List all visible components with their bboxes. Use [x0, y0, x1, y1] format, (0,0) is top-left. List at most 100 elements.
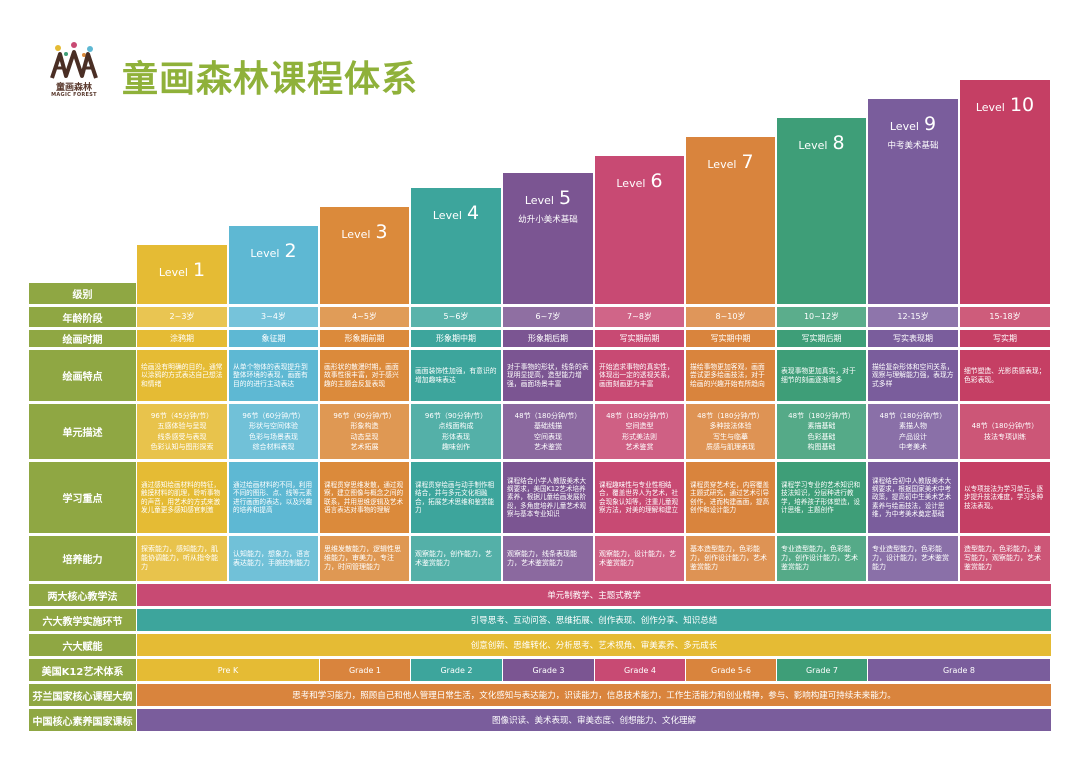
- level-block-8: Level 8: [777, 118, 866, 283]
- age-cell: 15-18岁: [960, 307, 1050, 327]
- units-item: 艺术拓展: [350, 443, 379, 451]
- level-block-9: Level 9 中考美术基础: [868, 99, 958, 283]
- features-cell: 描绘事物更加客观，画面尝试更多绘画技法，对于绘画的兴趣开始有所趋向: [686, 350, 775, 401]
- level-row-cell: [868, 283, 958, 304]
- features-cell: 绘画没有明确的目的，通常以涂鸦的方式表达自己想法和情绪: [137, 350, 227, 401]
- period-cell: 写实期前期: [595, 330, 684, 347]
- row-label-features: 绘画特点: [29, 350, 136, 401]
- core_methods-banner: 单元制教学、主题式教学: [137, 584, 1051, 606]
- level-word: Level: [616, 177, 646, 190]
- level-block-3: Level 3: [320, 207, 409, 283]
- units-item: 点线面构成: [438, 422, 474, 430]
- level-title: Level 8: [777, 132, 866, 154]
- level-number: 1: [193, 259, 206, 281]
- abilities-cell: 观察能力，线条表现能力，艺术鉴赏能力: [503, 536, 593, 581]
- row-label-level: 级别: [29, 283, 136, 304]
- level-subtitle: 幼升小美术基础: [518, 215, 578, 225]
- units-item: 形体表现: [442, 432, 470, 441]
- features-cell: 开始追求事物的真实性，体现出一定的透视关系，画面刻画更为丰富: [595, 350, 684, 401]
- units-item: 线条感受与表现: [157, 432, 207, 441]
- level-title: Level 4: [411, 202, 501, 224]
- level-word: Level: [889, 120, 919, 133]
- row-label-k12: 美国K12艺术体系: [29, 659, 136, 681]
- units-item: 48节（180分钟/节）: [606, 411, 673, 420]
- level-row-cell: [686, 283, 775, 304]
- row-label-age: 年龄阶段: [29, 307, 136, 327]
- abilities-cell: 专业造型能力，色彩能力，设计能力，艺术鉴赏能力: [868, 536, 958, 581]
- focus-cell: 通过绘画材料的不同，利用不同的图形、点、线等元素进行画面的表达，以及兴趣的培养和…: [229, 462, 318, 533]
- units-item: 多种技法体验: [709, 422, 752, 430]
- level-row-cell: [137, 283, 227, 304]
- level-title: Level 3: [320, 221, 409, 243]
- units-cell: 48节（180分钟/节） 空间造型 形式美法则 艺术鉴赏: [595, 404, 684, 459]
- period-cell: 写实表现期: [868, 330, 958, 347]
- k12-grade-cell: Grade 4: [595, 659, 685, 681]
- features-cell: 画形状的散漫时期，画面故事性很丰富，对于感兴趣的主题会反复表现: [320, 350, 409, 401]
- units-item: 综合材料表现: [252, 443, 295, 451]
- abilities-cell: 观察能力，创作能力，艺术鉴赏能力: [411, 536, 501, 581]
- level-title: Level 6: [595, 170, 684, 192]
- features-cell: 从单个物体的表现提升到整体环境的表现，画面有目的的进行主动表达: [229, 350, 318, 401]
- level-word: Level: [975, 101, 1005, 114]
- level-number: 9: [924, 113, 937, 135]
- features-cell: 细节塑造、光影质感表现；色彩表现。: [960, 350, 1050, 401]
- level-subtitle: 中考美术基础: [887, 141, 939, 151]
- level-number: 2: [284, 240, 297, 262]
- row-label-china: 中国核心素养国家课标: [29, 709, 136, 731]
- level-word: Level: [524, 194, 554, 207]
- focus-cell: 课程结合小学人教版美术大纲要求，美国K12艺术培养素养，根据儿童绘画发展阶段，多…: [503, 462, 593, 533]
- page-title: 童画森林课程体系: [122, 59, 419, 100]
- period-cell: 写实期: [960, 330, 1050, 347]
- level-block-7: Level 7: [686, 137, 775, 283]
- focus-cell: 课程贯穿艺术史，内容覆盖主题式研究，通过艺术引导创作，进而构建画面，提高创作和设…: [686, 462, 775, 533]
- units-cell: 48节（180分钟/节） 素描基础 色彩基础 构图基础: [777, 404, 866, 459]
- units-item: 96节（60分钟/节）: [242, 411, 305, 420]
- units-cell: 96节（60分钟/节） 形状与空间体验 色彩与场景表现 综合材料表现: [229, 404, 318, 459]
- units-item: 中考美术: [899, 443, 927, 451]
- features-cell: 对于事物的形状，线条的表现明显提高，造型能力增强，画面场景丰富: [503, 350, 593, 401]
- abilities-cell: 专业造型能力，色彩能力，创作设计能力，艺术鉴赏能力: [777, 536, 866, 581]
- level-title: Level 5: [503, 187, 593, 209]
- units-item: 色彩基础: [807, 432, 836, 441]
- finland-banner: 思考和学习能力，照顾自己和他人管理日常生活，文化感知与表达能力，识读能力，信息技…: [137, 684, 1051, 706]
- units-item: 构图基础: [807, 443, 836, 451]
- features-cell: 表现事物更加真实，对于细节的刻画逐渐增多: [777, 350, 866, 401]
- focus-cell: 通过感知绘画材料的特征，触摸材料的肌理，聆听事物的声音，用艺术的方式来激发儿童更…: [137, 462, 227, 533]
- row-label-finland: 芬兰国家核心课程大纲: [29, 684, 136, 706]
- features-cell: 画面装饰性加强，有意识的增加趣味表达: [411, 350, 501, 401]
- units-cell: 48节（180分钟/节） 多种技法体验 写生与临摹 质感与肌理表现: [686, 404, 775, 459]
- level-title: Level 7: [686, 151, 775, 173]
- level-number: 3: [375, 221, 388, 243]
- row-label-core_methods: 两大核心教学法: [29, 584, 136, 606]
- level-title: Level 2: [229, 240, 318, 262]
- k12-grade-cell: Grade 3: [503, 659, 594, 681]
- abilities-cell: 造型能力，色彩能力，速写能力，观察能力，艺术鉴赏能力: [960, 536, 1050, 581]
- china-banner: 图像识读、美术表现、审美态度、创想能力、文化理解: [137, 709, 1051, 731]
- level-word: Level: [707, 158, 737, 171]
- units-item: 48节（180分钟/节）: [788, 411, 855, 420]
- k12-grade-cell: Grade 5-6: [686, 659, 776, 681]
- units-item: 空间造型: [625, 422, 654, 430]
- level-block-5: Level 5 幼升小美术基础: [503, 173, 593, 283]
- abilities-cell: 探索能力，感知能力，肌能协调能力，听从指令能力: [137, 536, 227, 581]
- abilities-cell: 基本造型能力，色彩能力，创作设计能力，艺术鉴赏能力: [686, 536, 775, 581]
- units-cell: 96节（90分钟/节） 点线面构成 形体表现 趣味创作: [411, 404, 501, 459]
- units-cell: 48节（180分钟/节） 基础线描 空间表现 艺术鉴赏: [503, 404, 593, 459]
- level-block-2: Level 2: [229, 226, 318, 283]
- age-cell: 7~8岁: [595, 307, 684, 327]
- level-number: 6: [650, 170, 663, 192]
- age-cell: 4~5岁: [320, 307, 409, 327]
- level-number: 8: [832, 132, 845, 154]
- period-cell: 形象期中期: [411, 330, 501, 347]
- focus-cell: 以专项技法为学习单元，逐步提升技法难度，学习多种技法表现。: [960, 462, 1050, 533]
- k12-grade-cell: Grade 7: [777, 659, 867, 681]
- level-block-1: Level 1: [137, 245, 227, 283]
- units-item: 产品设计: [899, 432, 927, 441]
- units-item: 形式美法则: [622, 432, 657, 441]
- level-word: Level: [432, 209, 462, 222]
- row-label-abilities: 培养能力: [29, 536, 136, 581]
- age-cell: 2~3岁: [137, 307, 227, 327]
- level-number: 7: [741, 151, 754, 173]
- level-word: Level: [798, 139, 828, 152]
- units-cell: 48节（180分钟/节） 素描人物 产品设计 中考美术: [868, 404, 958, 459]
